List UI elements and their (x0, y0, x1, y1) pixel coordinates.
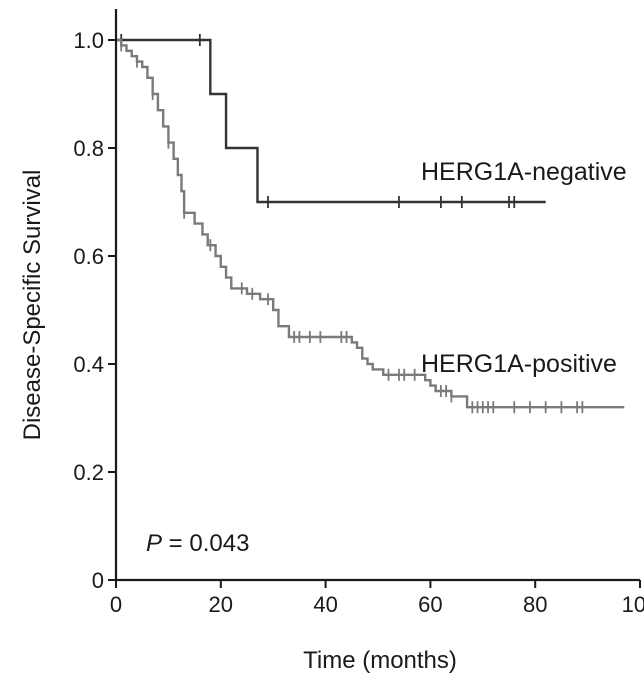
series-layer (116, 34, 625, 414)
x-tick-label: 60 (418, 592, 442, 617)
series-line-herg1a-negative (116, 38, 546, 204)
x-tick-label: 20 (209, 592, 233, 617)
y-tick-label: 0.4 (73, 352, 104, 377)
p-value-symbol: P (146, 530, 162, 557)
y-tick-label: 0 (92, 568, 104, 593)
p-value-text: = 0.043 (162, 530, 249, 557)
x-axis-title: Time (months) (303, 647, 457, 674)
x-tick-label: 100 (622, 592, 644, 617)
x-tick-label: 80 (523, 592, 547, 617)
series-label-herg1a-negative: HERG1A-negative (421, 158, 627, 186)
y-axis-title: Disease-Specific Survival (19, 170, 46, 441)
x-tick-label: 40 (313, 592, 337, 617)
y-tick-label: 1.0 (73, 28, 104, 53)
y-tick-label: 0.6 (73, 244, 104, 269)
series-label-herg1a-positive: HERG1A-positive (421, 350, 617, 378)
ticks-layer: 0 0.2 0.4 0.6 0.8 1.0 0 20 40 60 80 100 (73, 28, 644, 617)
x-tick-label: 0 (110, 592, 122, 617)
axes-layer (114, 9, 640, 582)
y-tick-label: 0.2 (73, 460, 104, 485)
p-value-annotation: P = 0.043 (146, 530, 249, 557)
series-line-herg1a-positive (116, 38, 625, 409)
y-tick-label: 0.8 (73, 136, 104, 161)
